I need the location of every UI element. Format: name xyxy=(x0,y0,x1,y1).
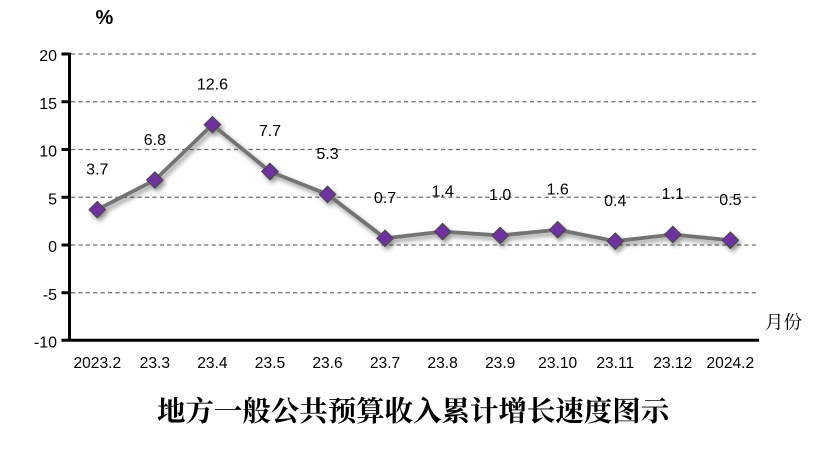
svg-text:5: 5 xyxy=(48,191,57,208)
svg-text:2024.2: 2024.2 xyxy=(706,355,754,372)
svg-text:23.11: 23.11 xyxy=(596,355,634,372)
svg-text:23.6: 23.6 xyxy=(312,355,342,372)
svg-text:1.6: 1.6 xyxy=(547,181,569,198)
svg-text:15: 15 xyxy=(39,96,57,113)
svg-text:23.3: 23.3 xyxy=(140,355,170,372)
svg-text:23.10: 23.10 xyxy=(538,355,577,372)
svg-text:%: % xyxy=(96,7,114,29)
svg-text:1.4: 1.4 xyxy=(431,183,453,200)
svg-text:2023.2: 2023.2 xyxy=(73,355,121,372)
svg-text:5.3: 5.3 xyxy=(316,146,338,163)
svg-text:23.7: 23.7 xyxy=(370,355,400,372)
svg-text:23.4: 23.4 xyxy=(197,355,228,372)
svg-text:3.7: 3.7 xyxy=(86,161,108,178)
svg-text:7.7: 7.7 xyxy=(259,123,281,140)
svg-text:1.0: 1.0 xyxy=(489,187,511,204)
svg-text:12.6: 12.6 xyxy=(197,76,228,93)
svg-text:0.5: 0.5 xyxy=(719,192,741,209)
svg-text:20: 20 xyxy=(39,48,57,65)
svg-text:23.9: 23.9 xyxy=(485,355,515,372)
svg-text:0.4: 0.4 xyxy=(604,193,626,210)
svg-text:23.8: 23.8 xyxy=(427,355,457,372)
svg-text:1.1: 1.1 xyxy=(662,186,684,203)
svg-text:-5: -5 xyxy=(43,287,57,304)
svg-text:10: 10 xyxy=(39,144,57,161)
svg-text:23.5: 23.5 xyxy=(255,355,286,372)
svg-text:0: 0 xyxy=(48,239,57,256)
svg-text:6.8: 6.8 xyxy=(144,132,166,149)
svg-text:-10: -10 xyxy=(34,335,57,352)
svg-text:0.7: 0.7 xyxy=(374,190,396,207)
svg-text:23.12: 23.12 xyxy=(653,355,692,372)
